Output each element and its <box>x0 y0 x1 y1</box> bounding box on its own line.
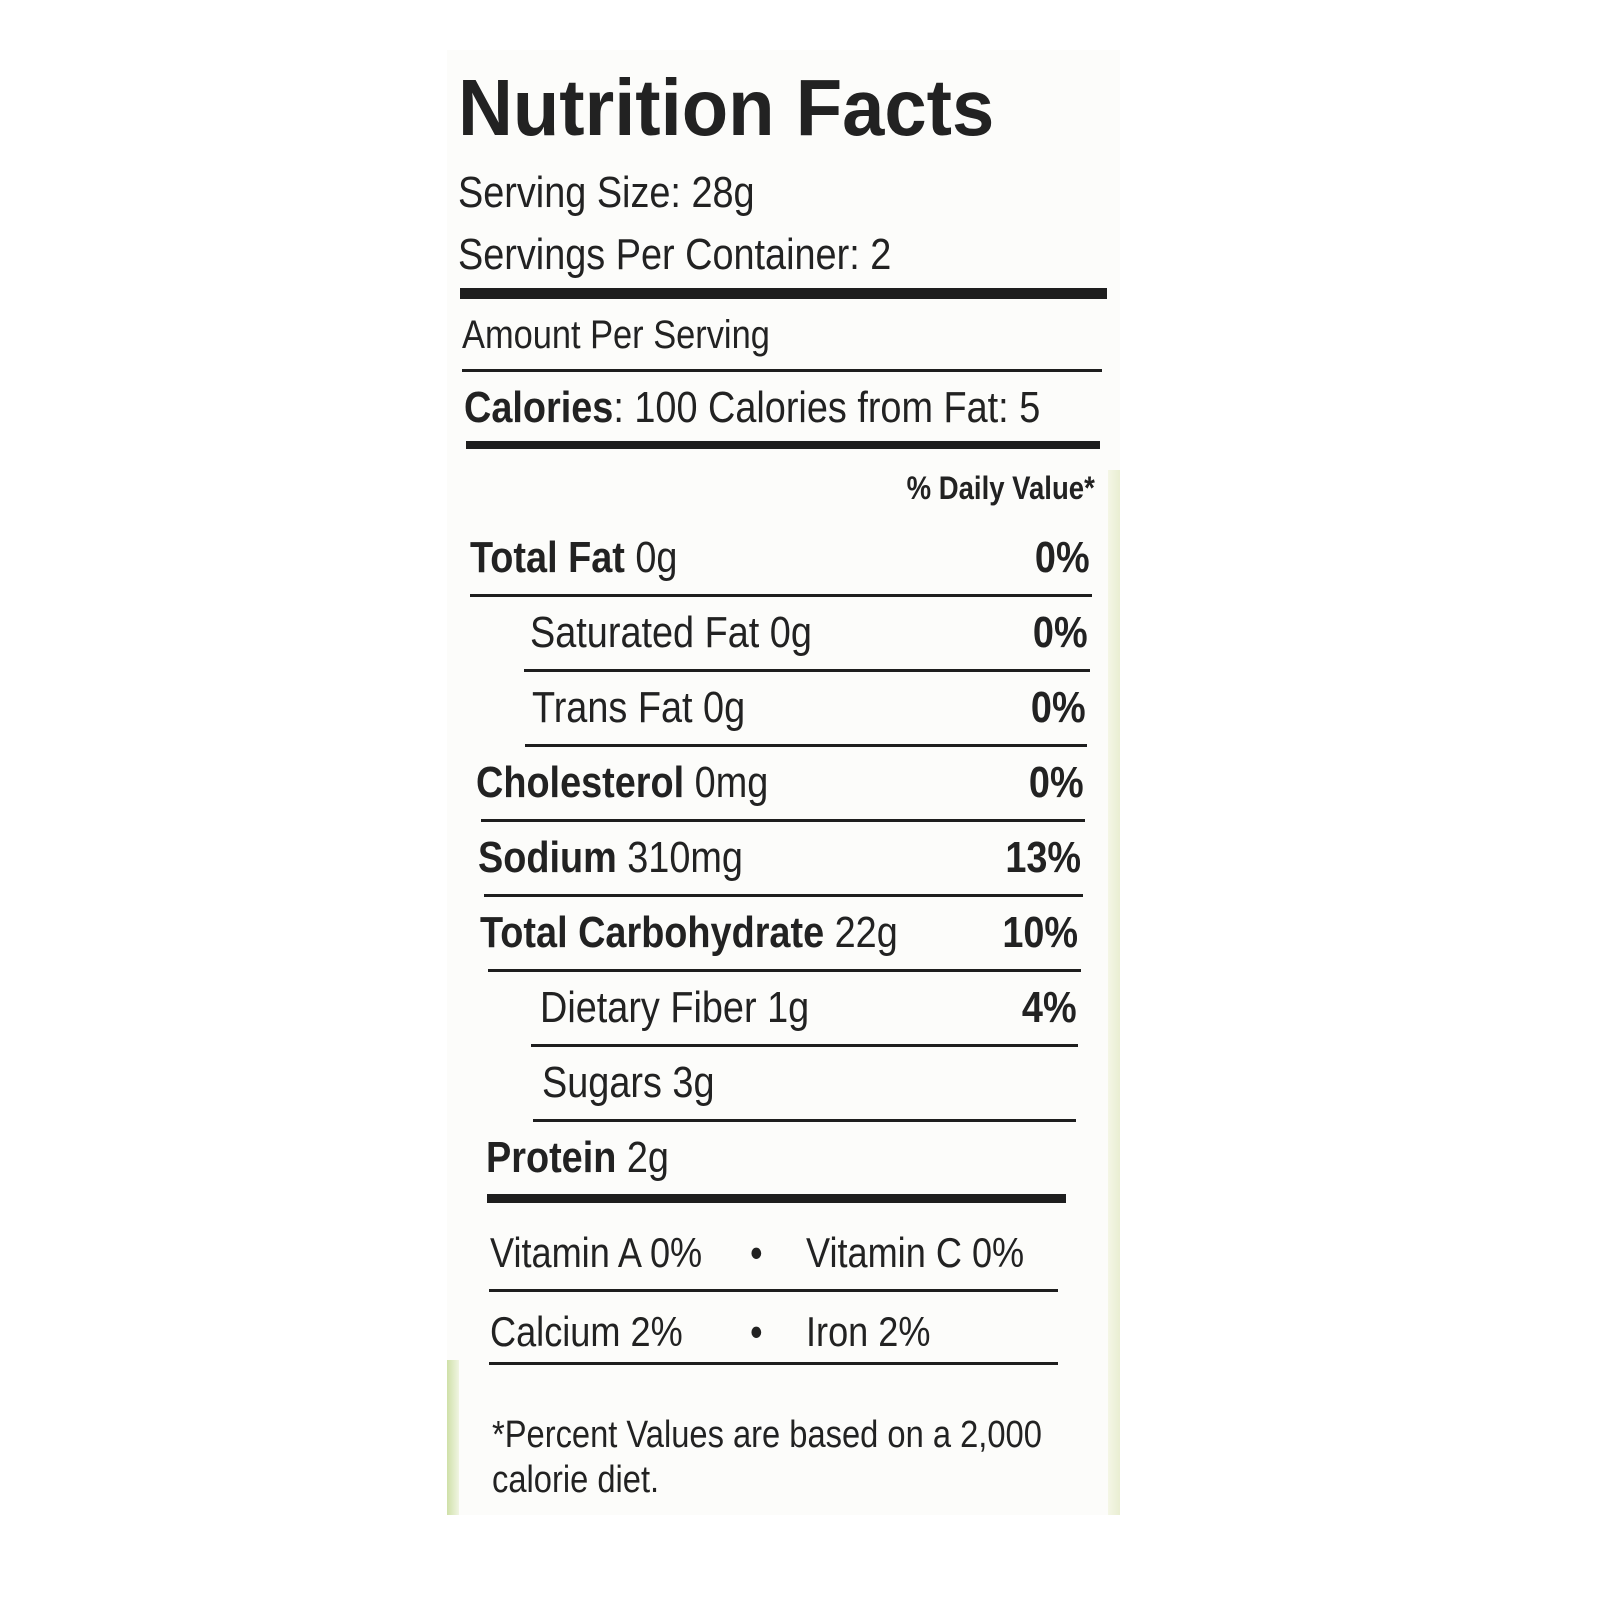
nutrient-row: Dietary Fiber 1g <box>540 986 809 1030</box>
rule <box>466 441 1100 449</box>
nutrient-row: Saturated Fat 0g <box>530 611 812 655</box>
nutrient-name: Sodium <box>478 833 617 882</box>
rule <box>487 968 1081 972</box>
nutrient-amount: 2g <box>626 1133 669 1182</box>
separator: • <box>750 1308 763 1355</box>
package-edge <box>447 1360 459 1515</box>
nutrient-name: Total Fat <box>470 533 625 582</box>
title: Nutrition Facts <box>458 63 995 152</box>
nutrient-row: Total Carbohydrate 22g <box>480 911 898 955</box>
rule <box>525 743 1088 747</box>
rule <box>487 1193 1066 1203</box>
daily-value: 0% <box>1035 533 1090 582</box>
nutrient-name: Saturated Fat <box>530 608 760 657</box>
daily-value: 0% <box>1030 683 1086 732</box>
nutrient-name: Sugars <box>542 1058 662 1107</box>
rule <box>489 1288 1058 1292</box>
rule <box>480 818 1086 822</box>
rule <box>460 287 1107 299</box>
rule <box>489 1361 1058 1365</box>
calories: Calories: 100 Calories from Fat: 5 <box>464 386 1040 430</box>
nutrient-row: Protein 2g <box>486 1136 669 1180</box>
rule <box>484 893 1083 897</box>
nutrient-amount: 0g <box>703 683 746 732</box>
vitamin: Vitamin C 0% <box>806 1229 1025 1276</box>
calories-text: : 100 Calories from Fat: 5 <box>613 383 1041 432</box>
nutrient-amount: 22g <box>834 908 898 957</box>
nutrient-row: Cholesterol 0mg <box>476 761 768 805</box>
rule <box>470 593 1092 597</box>
rule <box>462 368 1102 372</box>
rule <box>532 1118 1076 1122</box>
serving-info: Serving Size: 28g <box>458 168 755 217</box>
daily-value: 13% <box>1005 833 1081 882</box>
footnote: calorie diet. <box>492 1459 660 1501</box>
nutrient-amount: 0g <box>769 608 812 657</box>
nutrient-amount: 3g <box>672 1058 715 1107</box>
label-edge <box>1108 470 1120 1515</box>
vitamin: Calcium 2% <box>490 1308 683 1355</box>
nutrient-name: Trans Fat <box>532 683 693 732</box>
nutrient-name: Cholesterol <box>476 758 685 807</box>
nutrient-name: Dietary Fiber <box>540 983 757 1032</box>
amount-per-serving: Amount Per Serving <box>462 313 770 357</box>
daily-value: 0% <box>1033 608 1088 657</box>
footnote: *Percent Values are based on a 2,000 <box>492 1414 1042 1456</box>
separator: • <box>750 1229 763 1276</box>
daily-value-header: % Daily Value* <box>906 470 1095 506</box>
daily-value: 4% <box>1021 983 1077 1032</box>
nutrient-amount: 310mg <box>627 833 743 882</box>
serving-info: Servings Per Container: 2 <box>458 230 892 279</box>
nutrient-row: Total Fat 0g <box>470 536 677 580</box>
nutrient-row: Sodium 310mg <box>478 836 743 880</box>
nutrient-name: Total Carbohydrate <box>480 908 825 957</box>
nutrient-name: Protein <box>486 1133 617 1182</box>
calories-label: Calories <box>464 383 614 432</box>
rule <box>523 668 1090 672</box>
rule <box>531 1043 1079 1047</box>
nutrient-amount: 0g <box>635 533 678 582</box>
nutrient-amount: 0mg <box>694 758 769 807</box>
daily-value: 10% <box>1002 908 1079 957</box>
nutrient-row: Sugars 3g <box>542 1061 715 1105</box>
nutrient-row: Trans Fat 0g <box>532 686 745 730</box>
vitamin: Vitamin A 0% <box>490 1229 703 1276</box>
vitamin: Iron 2% <box>806 1308 931 1355</box>
daily-value: 0% <box>1028 758 1084 807</box>
nutrient-amount: 1g <box>767 983 810 1032</box>
